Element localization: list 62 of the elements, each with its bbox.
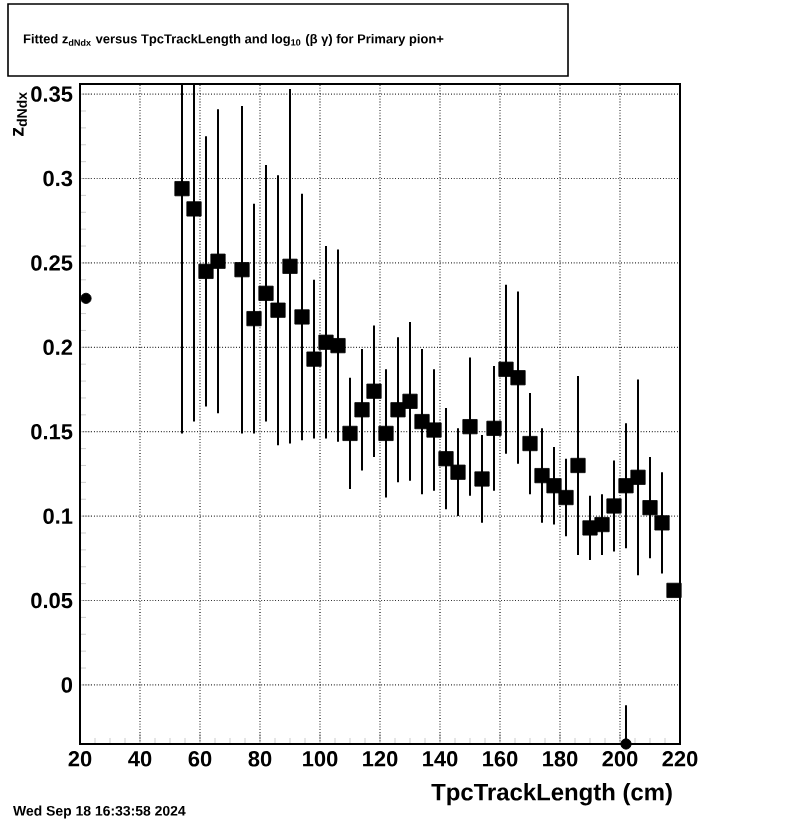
point — [366, 383, 382, 399]
point — [234, 262, 250, 278]
point — [378, 425, 394, 441]
x-tick-label: 220 — [662, 751, 698, 767]
point — [654, 515, 670, 531]
point — [462, 419, 478, 435]
point — [558, 489, 574, 506]
point — [354, 402, 370, 418]
point — [450, 464, 466, 480]
x-tick-label: 140 — [423, 751, 458, 767]
point — [390, 402, 406, 418]
point — [198, 263, 214, 279]
point — [270, 302, 286, 318]
point — [522, 435, 538, 452]
x-tick-label: 60 — [188, 751, 212, 767]
point — [474, 471, 490, 487]
point — [306, 351, 322, 367]
y-tick-label: 0.2 — [43, 339, 73, 356]
point — [186, 201, 202, 217]
x-tick-label: 120 — [363, 751, 398, 767]
point — [630, 469, 646, 485]
point — [174, 181, 190, 197]
point — [402, 393, 418, 409]
point — [534, 468, 550, 484]
x-tick-label: 180 — [543, 751, 578, 767]
y-tick-label: 0.25 — [31, 255, 73, 271]
x-tick-label: 20 — [68, 751, 92, 767]
y-tick-label: 0 — [61, 677, 73, 693]
point — [210, 253, 226, 269]
point — [570, 457, 586, 474]
point — [642, 500, 658, 516]
y-tick-label: 0.3 — [43, 170, 73, 187]
y-tick-label: 0.05 — [31, 592, 73, 609]
x-tick-label: 100 — [303, 751, 338, 767]
y-axis-title: z$_{dNdx}$ — [13, 92, 27, 137]
point — [594, 516, 610, 533]
x-tick-label: 160 — [483, 751, 518, 767]
point — [330, 338, 346, 354]
point — [666, 582, 682, 598]
point — [80, 292, 92, 304]
point — [486, 420, 502, 436]
point — [282, 258, 298, 274]
point — [426, 422, 442, 438]
point — [510, 370, 526, 386]
y-tick-label: 0.1 — [43, 508, 73, 524]
point — [414, 414, 430, 430]
point — [620, 738, 632, 750]
point — [246, 311, 262, 327]
y-tick-label: 0.35 — [31, 86, 73, 102]
y-tick-label: 0.15 — [31, 423, 73, 440]
point — [438, 451, 454, 467]
x-tick-label: 80 — [248, 751, 272, 767]
point — [606, 498, 622, 514]
x-axis-title: TpcTrackLength (cm) — [431, 783, 672, 806]
point — [258, 285, 274, 301]
point — [294, 309, 310, 325]
point — [546, 478, 562, 494]
x-tick-label: 200 — [602, 751, 638, 767]
point — [618, 478, 634, 494]
x-tick-label: 40 — [128, 751, 152, 767]
point — [342, 425, 358, 441]
point — [498, 361, 514, 377]
